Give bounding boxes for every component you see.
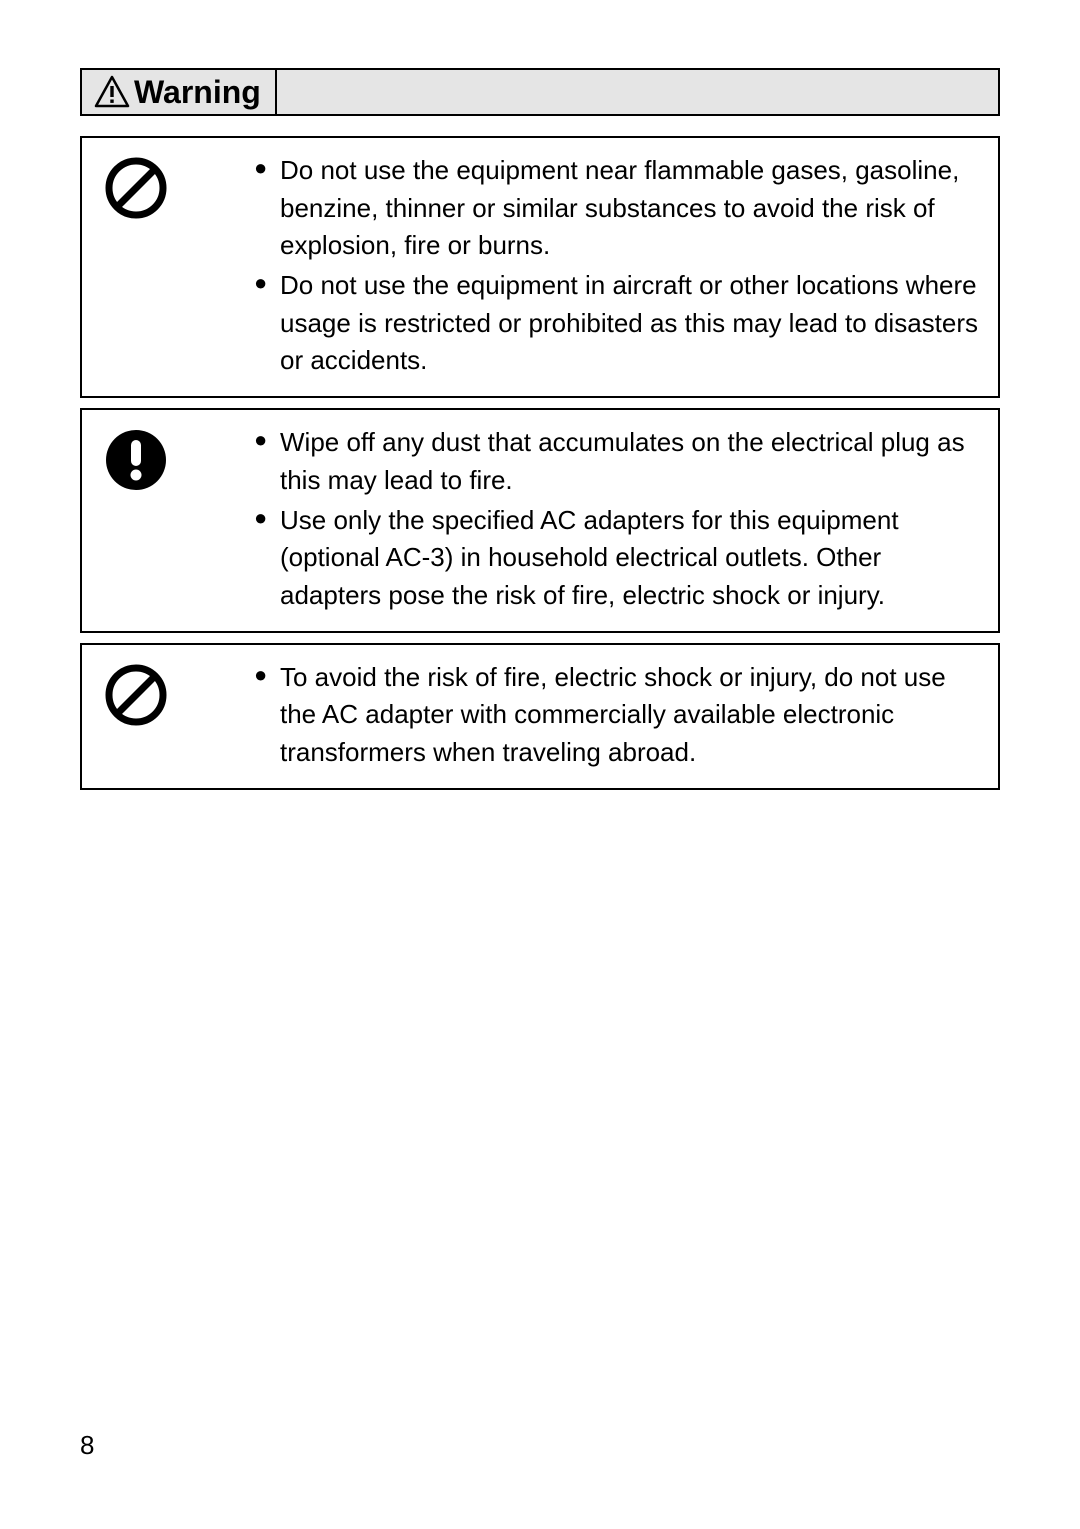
- page-number: 8: [80, 1430, 94, 1461]
- section-content: Do not use the equipment near flammable …: [194, 152, 980, 382]
- section-icon-col: [104, 659, 194, 727]
- section-content: To avoid the risk of fire, electric shoc…: [194, 659, 980, 774]
- section-content: Wipe off any dust that accumulates on th…: [194, 424, 980, 616]
- section-icon-col: [104, 152, 194, 220]
- warning-header: Warning: [80, 68, 1000, 116]
- bullet-text: Wipe off any dust that accumulates on th…: [254, 424, 980, 499]
- section-icon-col: [104, 424, 194, 492]
- bullet-text: To avoid the risk of fire, electric shoc…: [254, 659, 980, 772]
- warning-triangle-icon: [94, 74, 130, 110]
- bullet-text: Do not use the equipment in aircraft or …: [254, 267, 980, 380]
- warning-label: Warning: [134, 74, 261, 111]
- warning-section-3: To avoid the risk of fire, electric shoc…: [80, 643, 1000, 790]
- bullet-text: Use only the specified AC adapters for t…: [254, 502, 980, 615]
- warning-section-2: Wipe off any dust that accumulates on th…: [80, 408, 1000, 632]
- warning-section-1: Do not use the equipment near flammable …: [80, 136, 1000, 398]
- bullet-text: Do not use the equipment near flammable …: [254, 152, 980, 265]
- warning-tab: Warning: [82, 70, 277, 114]
- prohibit-icon: [104, 156, 168, 220]
- prohibit-icon: [104, 663, 168, 727]
- mandatory-icon: [104, 428, 168, 492]
